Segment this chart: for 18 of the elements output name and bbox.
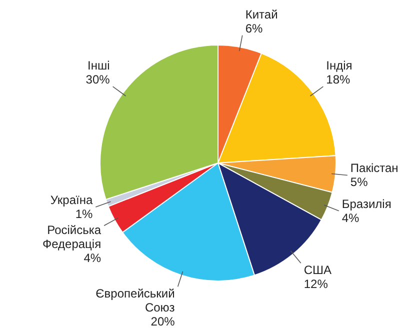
- slice-label: Бразилія: [342, 196, 392, 211]
- data-label: 20%: [150, 314, 176, 329]
- data-label: 1%: [75, 207, 94, 222]
- data-label: 12%: [304, 277, 328, 292]
- slice-label: Європейський Союз: [96, 286, 176, 315]
- slice-label: Китай: [245, 7, 278, 22]
- data-label: 30%: [86, 72, 110, 87]
- slice-label: Україна: [50, 193, 93, 208]
- slice-label: США: [304, 263, 332, 278]
- data-label: 4%: [342, 210, 360, 225]
- data-label: 4%: [84, 251, 102, 266]
- slice-label: Індія: [326, 58, 352, 73]
- data-label: 18%: [326, 72, 351, 87]
- data-label: 6%: [245, 21, 264, 36]
- data-label: 5%: [350, 175, 368, 190]
- slice-label: Російська Федерація: [42, 223, 102, 252]
- slice-label: Інші: [88, 58, 110, 73]
- slice-label: Пакістан: [350, 161, 398, 176]
